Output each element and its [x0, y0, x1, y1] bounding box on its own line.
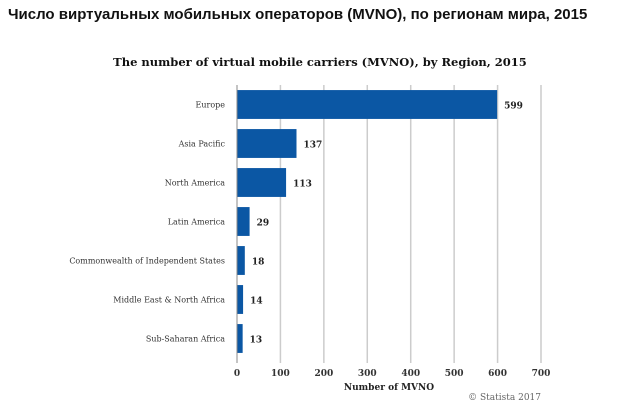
category-label: Europe: [196, 101, 226, 110]
x-tick-label: 600: [488, 369, 507, 379]
bar: [237, 285, 244, 314]
data-label: 14: [250, 297, 263, 307]
data-label: 18: [252, 258, 265, 268]
category-label: Sub-Saharan Africa: [146, 335, 225, 344]
category-label: Latin America: [168, 218, 226, 227]
category-label: North America: [165, 179, 226, 188]
bar: [237, 90, 498, 119]
bar: [237, 207, 250, 236]
x-tick-label: 0: [234, 369, 240, 379]
data-label: 113: [293, 180, 312, 190]
data-label: 13: [250, 336, 263, 346]
bar: [237, 324, 243, 353]
bar: [237, 168, 287, 197]
source-credit: © Statista 2017: [468, 393, 541, 400]
data-label: 29: [257, 219, 270, 229]
category-label: Asia Pacific: [178, 140, 226, 149]
x-tick-label: 100: [271, 369, 290, 379]
data-label: 599: [504, 102, 523, 112]
chart-title: The number of virtual mobile carriers (M…: [113, 55, 527, 69]
bar: [237, 246, 245, 275]
x-tick-label: 400: [401, 369, 420, 379]
page-title: Число виртуальных мобильных операторов (…: [8, 6, 588, 23]
x-tick-label: 200: [314, 369, 333, 379]
x-axis-label: Number of MVNO: [344, 383, 434, 393]
x-tick-label: 300: [358, 369, 377, 379]
data-label: 137: [303, 141, 322, 151]
category-label: Commonwealth of Independent States: [69, 257, 225, 266]
category-label: Middle East & North Africa: [113, 296, 225, 305]
bar: [237, 129, 297, 158]
x-tick-label: 700: [532, 369, 551, 379]
x-tick-label: 500: [445, 369, 464, 379]
